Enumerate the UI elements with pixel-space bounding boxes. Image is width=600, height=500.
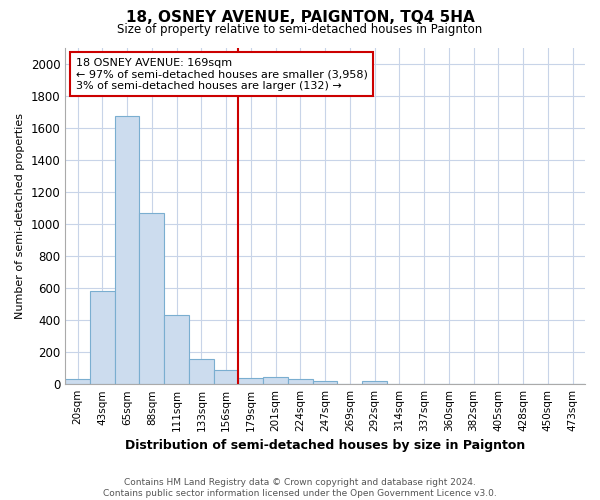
X-axis label: Distribution of semi-detached houses by size in Paignton: Distribution of semi-detached houses by … xyxy=(125,440,525,452)
Text: 18, OSNEY AVENUE, PAIGNTON, TQ4 5HA: 18, OSNEY AVENUE, PAIGNTON, TQ4 5HA xyxy=(125,10,475,25)
Bar xyxy=(214,370,238,384)
Bar xyxy=(189,358,214,384)
Bar xyxy=(65,380,90,384)
Bar xyxy=(115,116,139,384)
Text: 18 OSNEY AVENUE: 169sqm
← 97% of semi-detached houses are smaller (3,958)
3% of : 18 OSNEY AVENUE: 169sqm ← 97% of semi-de… xyxy=(76,58,367,91)
Text: Size of property relative to semi-detached houses in Paignton: Size of property relative to semi-detach… xyxy=(118,22,482,36)
Bar xyxy=(263,378,288,384)
Y-axis label: Number of semi-detached properties: Number of semi-detached properties xyxy=(15,113,25,319)
Text: Contains HM Land Registry data © Crown copyright and database right 2024.
Contai: Contains HM Land Registry data © Crown c… xyxy=(103,478,497,498)
Bar xyxy=(139,212,164,384)
Bar xyxy=(164,315,189,384)
Bar xyxy=(313,382,337,384)
Bar xyxy=(288,380,313,384)
Bar xyxy=(362,382,387,384)
Bar xyxy=(238,378,263,384)
Bar xyxy=(90,291,115,384)
